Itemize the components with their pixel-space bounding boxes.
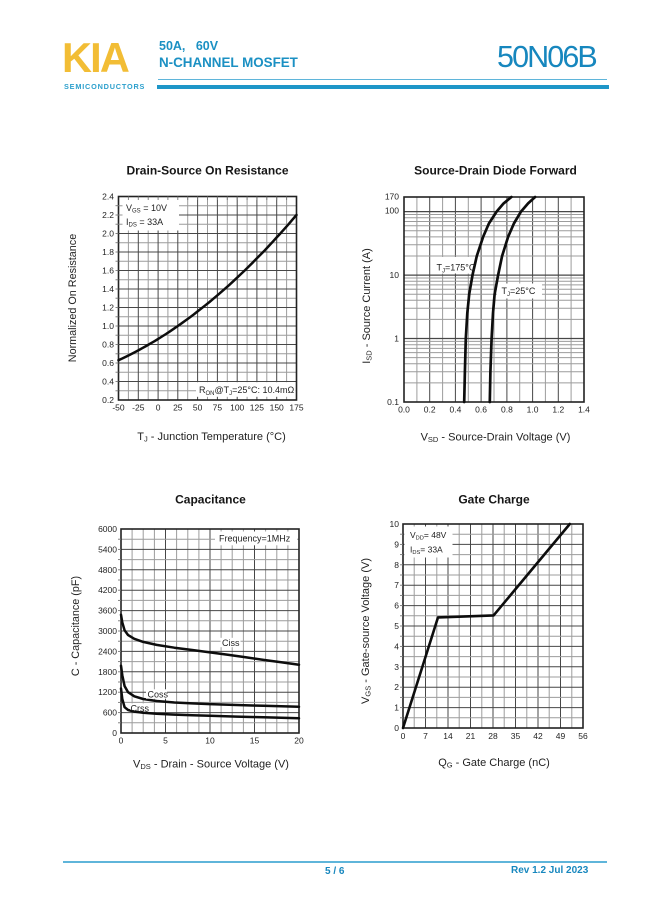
svg-text:1: 1	[394, 334, 399, 344]
svg-text:1.8: 1.8	[102, 247, 114, 257]
svg-text:0.2: 0.2	[102, 395, 114, 405]
svg-text:0.2: 0.2	[424, 405, 436, 415]
svg-text:TJ=175°C: TJ=175°C	[437, 263, 476, 275]
svg-text:0: 0	[394, 723, 399, 733]
svg-text:0.4: 0.4	[449, 405, 461, 415]
svg-text:3: 3	[394, 662, 399, 672]
svg-text:0.4: 0.4	[102, 377, 114, 387]
svg-text:IDS = 33A: IDS = 33A	[126, 217, 163, 229]
svg-text:1800: 1800	[98, 667, 117, 677]
svg-text:C - Capacitance (pF): C - Capacitance (pF)	[70, 576, 82, 676]
svg-text:RON@TJ=25°C: 10.4mΩ: RON@TJ=25°C: 10.4mΩ	[199, 385, 295, 397]
svg-text:100: 100	[385, 206, 399, 216]
svg-text:100: 100	[230, 403, 244, 413]
svg-text:50: 50	[193, 403, 203, 413]
svg-text:8: 8	[394, 560, 399, 570]
svg-text:25: 25	[173, 403, 183, 413]
svg-text:7: 7	[394, 580, 399, 590]
svg-text:9: 9	[394, 539, 399, 549]
svg-text:TJ - Junction Temperature (°C): TJ - Junction Temperature (°C)	[137, 431, 286, 444]
svg-text:0.1: 0.1	[387, 397, 399, 407]
svg-text:175: 175	[289, 403, 303, 413]
svg-text:10: 10	[390, 519, 400, 529]
svg-text:2.2: 2.2	[102, 210, 114, 220]
svg-text:4800: 4800	[98, 565, 117, 575]
svg-text:1.2: 1.2	[552, 405, 564, 415]
svg-text:49: 49	[556, 731, 566, 741]
svg-text:5: 5	[394, 621, 399, 631]
svg-text:Normalized On Resistance: Normalized On Resistance	[67, 234, 79, 362]
svg-text:VGS - Gate-source Voltage (V): VGS - Gate-source Voltage (V)	[360, 558, 373, 704]
svg-text:150: 150	[270, 403, 284, 413]
svg-text:21: 21	[466, 731, 476, 741]
svg-text:1.2: 1.2	[102, 303, 114, 313]
svg-text:3600: 3600	[98, 606, 117, 616]
svg-text:-50: -50	[112, 403, 125, 413]
svg-text:Coss: Coss	[148, 690, 169, 700]
svg-text:0: 0	[119, 736, 124, 746]
svg-text:10: 10	[205, 736, 215, 746]
svg-text:6000: 6000	[98, 524, 117, 534]
svg-text:1.0: 1.0	[527, 405, 539, 415]
svg-text:10: 10	[390, 270, 400, 280]
svg-text:0.0: 0.0	[398, 405, 410, 415]
svg-text:VDD= 48V: VDD= 48V	[410, 530, 447, 542]
svg-text:35: 35	[511, 731, 521, 741]
svg-text:75: 75	[213, 403, 223, 413]
svg-text:Ciss: Ciss	[222, 638, 240, 648]
svg-text:3000: 3000	[98, 626, 117, 636]
svg-text:TJ=25°C: TJ=25°C	[502, 286, 536, 298]
svg-text:0.6: 0.6	[475, 405, 487, 415]
svg-text:ISD - Source Current (A): ISD - Source Current (A)	[361, 248, 374, 364]
svg-text:-25: -25	[132, 403, 145, 413]
svg-text:Capacitance: Capacitance	[175, 493, 246, 507]
svg-text:2: 2	[394, 682, 399, 692]
svg-text:Gate Charge: Gate Charge	[458, 493, 530, 507]
svg-text:Crss: Crss	[131, 704, 150, 714]
svg-text:7: 7	[423, 731, 428, 741]
svg-text:0: 0	[401, 731, 406, 741]
svg-text:4200: 4200	[98, 585, 117, 595]
svg-text:20: 20	[294, 736, 304, 746]
svg-text:6: 6	[394, 601, 399, 611]
svg-text:VGS = 10V: VGS = 10V	[126, 203, 167, 215]
svg-text:14: 14	[443, 731, 453, 741]
svg-text:42: 42	[533, 731, 543, 741]
svg-text:VDS - Drain - Source Voltage (: VDS - Drain - Source Voltage (V)	[133, 759, 289, 772]
svg-text:1.4: 1.4	[102, 284, 114, 294]
svg-text:28: 28	[488, 731, 498, 741]
svg-text:1.0: 1.0	[102, 321, 114, 331]
svg-text:0: 0	[112, 728, 117, 738]
svg-text:1.6: 1.6	[102, 266, 114, 276]
svg-text:2.4: 2.4	[102, 192, 114, 202]
svg-text:15: 15	[250, 736, 260, 746]
svg-text:56: 56	[578, 731, 588, 741]
svg-text:0.8: 0.8	[102, 340, 114, 350]
svg-text:Frequency=1MHz: Frequency=1MHz	[219, 534, 291, 544]
svg-text:5400: 5400	[98, 544, 117, 554]
svg-text:IDS= 33A: IDS= 33A	[410, 545, 443, 557]
svg-text:Drain-Source On Resistance: Drain-Source On Resistance	[126, 164, 288, 178]
svg-text:1: 1	[394, 703, 399, 713]
svg-text:VSD - Source-Drain Voltage (V): VSD - Source-Drain Voltage (V)	[421, 432, 571, 445]
svg-text:4: 4	[394, 641, 399, 651]
svg-text:1200: 1200	[98, 687, 117, 697]
svg-text:0: 0	[156, 403, 161, 413]
svg-text:1.4: 1.4	[578, 405, 590, 415]
svg-text:QG - Gate Charge (nC): QG - Gate Charge (nC)	[438, 757, 550, 770]
svg-text:125: 125	[250, 403, 264, 413]
svg-text:0.8: 0.8	[501, 405, 513, 415]
svg-text:2.0: 2.0	[102, 229, 114, 239]
svg-text:0.6: 0.6	[102, 358, 114, 368]
svg-text:600: 600	[103, 708, 117, 718]
svg-text:Source-Drain Diode Forward: Source-Drain Diode Forward	[414, 164, 577, 178]
svg-text:170: 170	[385, 192, 399, 202]
svg-text:5: 5	[163, 736, 168, 746]
svg-text:2400: 2400	[98, 646, 117, 656]
